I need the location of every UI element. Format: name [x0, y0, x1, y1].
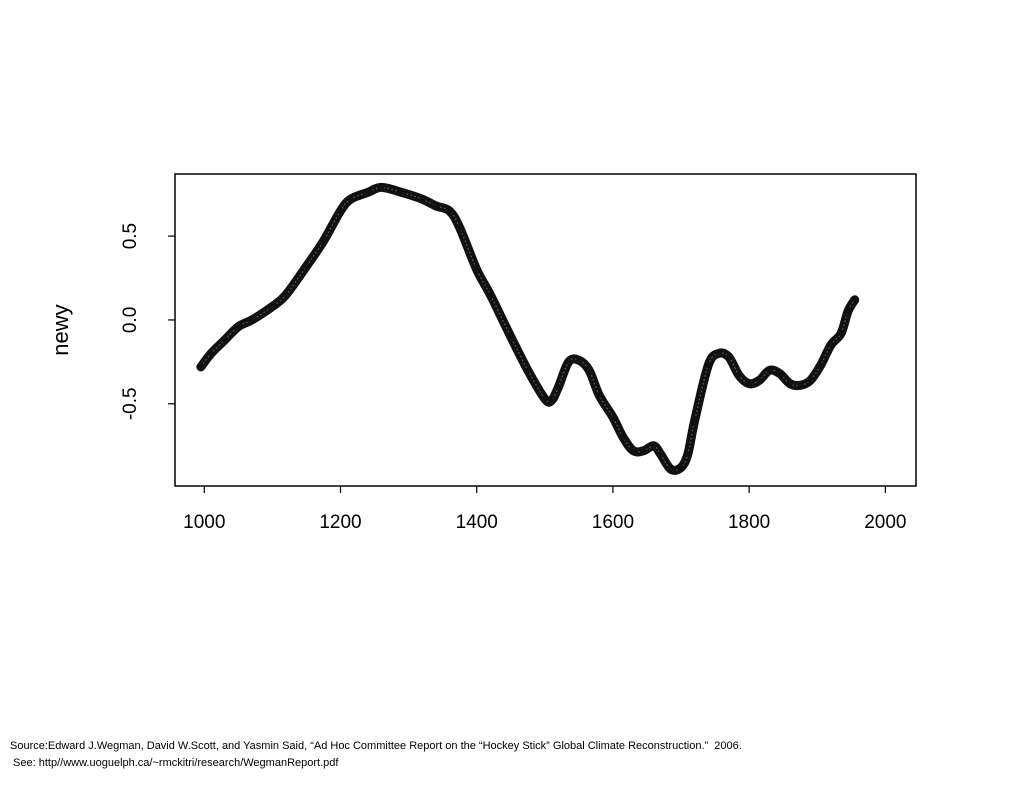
- data-point: [432, 202, 439, 209]
- data-point: [419, 196, 426, 203]
- data-point: [197, 363, 204, 370]
- data-point: [208, 350, 215, 357]
- data-point: [524, 367, 531, 374]
- data-point: [620, 434, 627, 441]
- data-point: [667, 466, 674, 473]
- data-point: [548, 397, 555, 404]
- data-point: [807, 377, 814, 384]
- data-point: [248, 316, 255, 323]
- y-tick-label: -0.5: [120, 387, 141, 420]
- data-point: [776, 370, 783, 377]
- data-point: [630, 447, 637, 454]
- data-point: [640, 447, 647, 454]
- data-point: [235, 323, 242, 330]
- data-point: [657, 451, 664, 458]
- data-point: [787, 380, 794, 387]
- data-point: [398, 189, 405, 196]
- x-tick-label: 1400: [456, 512, 498, 533]
- x-axis: 1000 1200 1400 1600 1800 2000: [183, 486, 906, 533]
- y-axis: -0.5 0.0 0.5: [120, 223, 175, 420]
- y-tick-label: 0.0: [120, 307, 141, 333]
- data-point: [746, 380, 753, 387]
- data-point: [827, 342, 834, 349]
- data-point: [269, 303, 276, 310]
- data-point: [797, 382, 804, 389]
- data-point: [364, 189, 371, 196]
- data-point: [378, 184, 385, 191]
- data-point: [844, 308, 851, 315]
- data-point: [838, 330, 845, 337]
- data-point: [684, 451, 691, 458]
- data-point: [555, 384, 562, 391]
- data-point: [586, 367, 593, 374]
- data-point: [609, 414, 616, 421]
- data-point: [691, 417, 698, 424]
- y-tick-label: 0.5: [120, 223, 141, 249]
- data-point: [565, 358, 572, 365]
- data-point: [303, 263, 310, 270]
- data-point: [487, 291, 494, 298]
- data-point: [507, 333, 514, 340]
- data-point: [446, 207, 453, 214]
- source-citation: Source:Edward J.Wegman, David W.Scott, a…: [10, 738, 742, 772]
- data-point: [221, 337, 228, 344]
- series-layer: [196, 182, 860, 475]
- data-point: [817, 362, 824, 369]
- x-tick-label: 1800: [728, 512, 770, 533]
- x-tick-label: 2000: [864, 512, 906, 533]
- data-point: [347, 196, 354, 203]
- data-point: [283, 291, 290, 298]
- data-point: [575, 357, 582, 364]
- data-point: [705, 362, 712, 369]
- data-point: [320, 238, 327, 245]
- data-point: [715, 350, 722, 357]
- series-line-texture: [200, 186, 856, 471]
- data-point: [678, 464, 685, 471]
- data-point: [596, 392, 603, 399]
- data-point: [541, 395, 548, 402]
- source-line-2: See: http//www.uoguelph.ca/~rmckitri/res…: [10, 757, 339, 769]
- data-point: [735, 372, 742, 379]
- data-point: [473, 266, 480, 273]
- data-point: [766, 367, 773, 374]
- x-tick-label: 1200: [319, 512, 361, 533]
- data-point: [725, 353, 732, 360]
- x-tick-label: 1600: [592, 512, 634, 533]
- data-point: [337, 207, 344, 214]
- plot-frame: [174, 173, 917, 487]
- data-point: [650, 442, 657, 449]
- y-axis-label: newy: [48, 304, 73, 355]
- data-point: [851, 296, 858, 303]
- data-point: [456, 224, 463, 231]
- data-point: [756, 377, 763, 384]
- series-line: [196, 182, 860, 475]
- source-line-1: Source:Edward J.Wegman, David W.Scott, a…: [10, 740, 742, 752]
- x-tick-label: 1000: [183, 512, 225, 533]
